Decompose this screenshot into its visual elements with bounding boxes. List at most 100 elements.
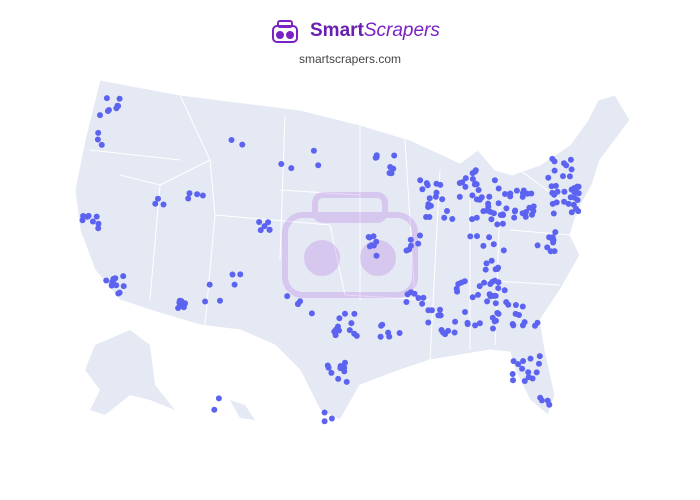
location-dot: [439, 196, 446, 203]
location-dot: [437, 312, 444, 319]
location-dot: [120, 283, 127, 290]
location-dot: [407, 236, 414, 243]
location-dot: [202, 298, 209, 305]
location-dot: [387, 164, 394, 170]
location-dot: [237, 271, 244, 278]
location-dot: [473, 196, 480, 203]
location-dot: [373, 238, 380, 245]
location-dot: [503, 205, 510, 212]
location-dot: [568, 186, 575, 193]
location-dot: [575, 190, 582, 197]
location-dot: [512, 302, 519, 308]
location-dot: [335, 375, 342, 382]
location-dot: [456, 193, 463, 200]
location-dot: [426, 214, 433, 220]
location-dot: [403, 299, 410, 305]
location-dot: [425, 319, 432, 326]
location-dot: [108, 282, 115, 289]
location-dot: [211, 406, 218, 413]
location-dot: [469, 170, 476, 177]
location-dot: [348, 320, 355, 327]
location-dot: [403, 247, 410, 254]
location-dot: [229, 271, 236, 278]
location-dot: [472, 180, 479, 187]
location-dot: [175, 305, 182, 311]
location-dot: [328, 369, 335, 376]
location-dot: [437, 306, 443, 313]
location-dot: [404, 291, 411, 298]
location-dot: [425, 307, 432, 314]
location-dot: [548, 183, 555, 190]
location-dot: [427, 202, 434, 209]
location-dot: [487, 293, 494, 300]
location-dot: [217, 297, 223, 304]
location-dot: [288, 165, 295, 172]
location-dot: [462, 309, 468, 315]
location-dot: [490, 325, 496, 332]
location-dot: [467, 233, 474, 240]
location-dot: [365, 234, 372, 240]
location-dot: [215, 395, 222, 402]
location-dot: [342, 359, 348, 366]
location-dot: [417, 232, 423, 239]
location-dot: [495, 285, 502, 292]
location-dot: [550, 210, 557, 217]
location-dot: [510, 358, 517, 365]
location-dot: [454, 288, 461, 295]
location-dot: [523, 209, 530, 215]
location-dot: [472, 322, 479, 329]
location-dot: [336, 315, 343, 322]
location-dot: [483, 207, 490, 214]
location-dot: [530, 208, 537, 214]
location-dot: [527, 355, 534, 362]
location-dot: [115, 290, 122, 297]
location-dot: [545, 174, 552, 181]
location-dot: [486, 193, 493, 200]
location-dot: [475, 187, 482, 193]
location-dot: [488, 216, 495, 223]
location-dot: [315, 162, 322, 169]
state-borders: [89, 94, 571, 361]
location-dot: [544, 397, 551, 404]
location-dot: [452, 318, 459, 325]
location-dot: [469, 216, 476, 223]
location-dot: [373, 152, 380, 159]
location-dot: [549, 200, 556, 207]
location-dot: [469, 294, 476, 301]
location-dot: [308, 310, 315, 317]
location-dot: [575, 183, 582, 190]
location-dot: [497, 212, 504, 218]
location-dot: [511, 214, 518, 221]
location-dot: [113, 105, 120, 112]
brand-bold: Smart: [310, 20, 364, 41]
location-dots: [79, 95, 582, 425]
location-dot: [473, 214, 480, 221]
location-dot: [278, 161, 285, 167]
location-dot: [520, 358, 527, 364]
location-dot: [451, 329, 458, 336]
location-dot: [462, 175, 469, 182]
location-dot: [516, 312, 522, 318]
location-dot: [97, 112, 103, 119]
location-dot: [459, 179, 466, 186]
location-dot: [480, 242, 487, 249]
location-dot: [551, 167, 558, 174]
location-dot: [484, 298, 491, 305]
location-dot: [510, 322, 517, 329]
location-dot: [511, 208, 518, 215]
location-dot: [530, 203, 537, 210]
location-dot: [433, 189, 440, 196]
location-dot: [155, 195, 161, 202]
location-dot: [566, 173, 573, 180]
location-dot: [469, 192, 476, 199]
location-dot: [534, 242, 541, 249]
location-dot: [194, 191, 201, 198]
location-dot: [152, 200, 159, 207]
location-dot: [85, 212, 92, 219]
location-dot: [495, 185, 502, 192]
location-dot: [475, 291, 481, 298]
location-dot: [444, 208, 450, 214]
location-dot: [519, 303, 526, 310]
location-dot: [346, 327, 353, 334]
